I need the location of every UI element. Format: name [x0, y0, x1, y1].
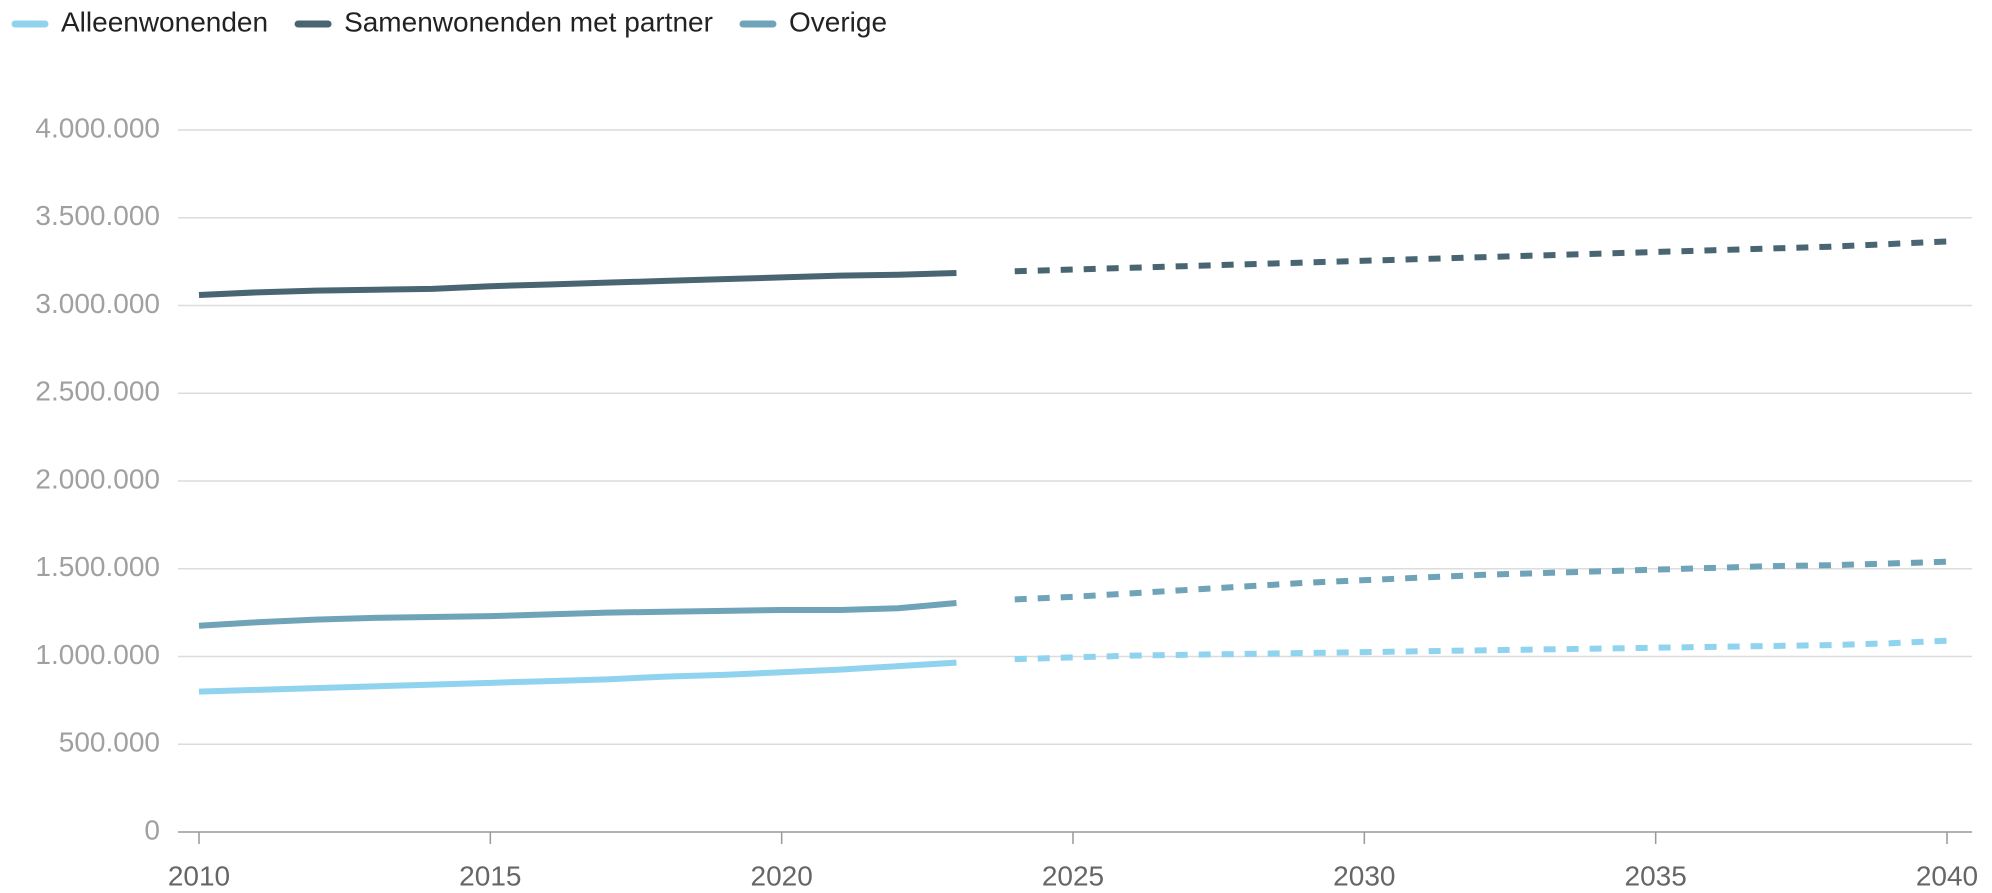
x-tick-label: 2015	[459, 860, 521, 891]
x-tick-label: 2030	[1333, 860, 1395, 891]
y-tick-label: 0	[144, 814, 160, 845]
series-line	[198, 270, 957, 298]
legend-label: Overige	[789, 6, 887, 37]
y-tick-label: 3.500.000	[35, 200, 160, 231]
y-tick-label: 1.500.000	[35, 551, 160, 582]
legend-label: Samenwonenden met partner	[344, 6, 713, 37]
y-tick-label: 500.000	[59, 727, 160, 758]
x-tick-label: 2040	[1916, 860, 1978, 891]
series-line	[198, 659, 957, 695]
x-tick-label: 2035	[1625, 860, 1687, 891]
y-tick-label: 1.000.000	[35, 639, 160, 670]
x-tick-label: 2025	[1042, 860, 1104, 891]
x-tick-label: 2010	[168, 860, 230, 891]
y-tick-label: 2.500.000	[35, 376, 160, 407]
projection-line	[1014, 558, 1948, 603]
series-line	[198, 599, 957, 629]
x-tick-label: 2020	[751, 860, 813, 891]
projection-line	[1014, 637, 1948, 663]
legend-label: Alleenwonenden	[61, 6, 268, 37]
y-tick-label: 2.000.000	[35, 463, 160, 494]
y-tick-label: 4.000.000	[35, 112, 160, 143]
y-tick-label: 3.000.000	[35, 288, 160, 319]
projection-line	[1014, 238, 1948, 275]
